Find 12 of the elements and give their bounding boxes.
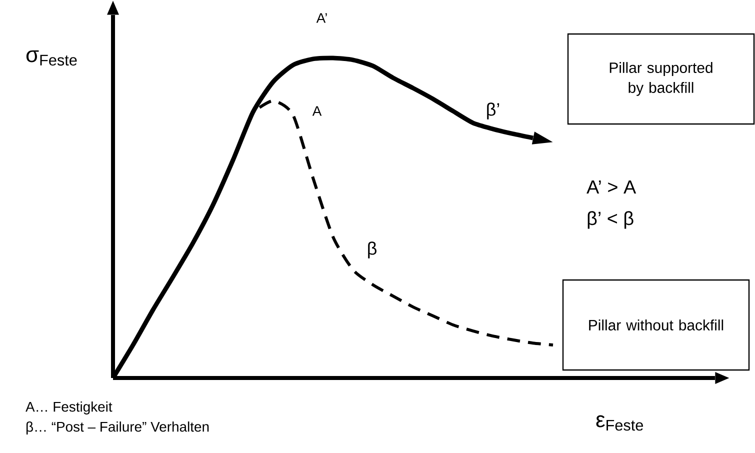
annotation: A xyxy=(312,106,322,116)
text: A’ xyxy=(316,13,327,23)
y-axis-title: σ$_{Feste}$ xyxy=(26,50,77,66)
text: A’ > A xyxy=(586,180,636,194)
annotation: β xyxy=(368,242,376,258)
annotation: β’ xyxy=(487,102,500,120)
text: Pillar supported by backfill xyxy=(610,62,712,96)
text: β… “Post – Failure” Verhalten xyxy=(26,421,209,434)
x-axis-title: ε$_{Feste}$ xyxy=(596,415,643,431)
text: Pillar without backfill xyxy=(589,320,724,330)
text: A… Festigkeit xyxy=(26,401,112,414)
text: β’ < β xyxy=(588,211,634,229)
